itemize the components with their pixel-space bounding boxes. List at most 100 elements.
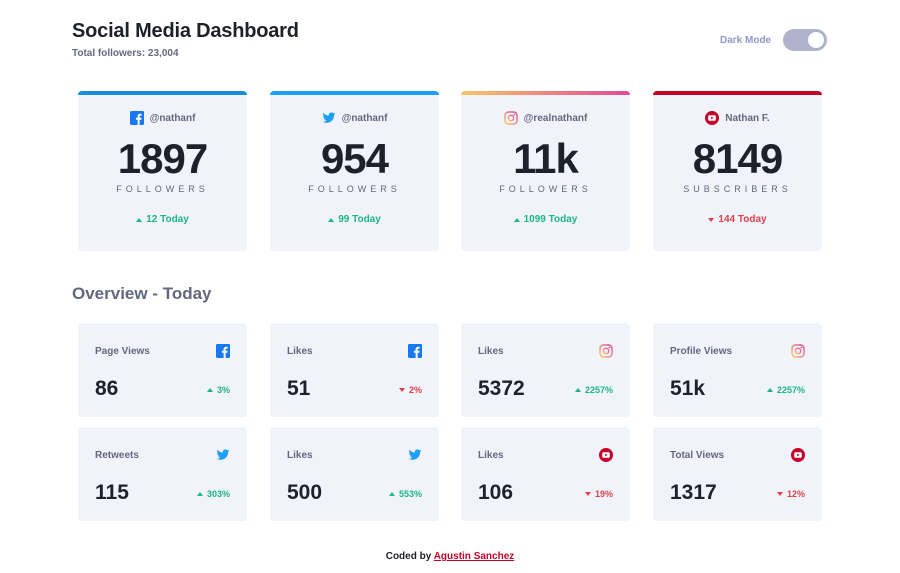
card-handle: @nathanf — [78, 111, 247, 125]
metric-label: Total Views — [670, 450, 725, 461]
arrow-up-icon — [206, 388, 213, 392]
metric-label: Likes — [478, 346, 504, 357]
overview-card-instagram-profile-views[interactable]: Profile Views 51k 2257% — [653, 323, 822, 417]
arrow-down-icon — [584, 492, 591, 496]
metric-change: 553% — [388, 489, 422, 499]
arrow-down-icon — [708, 217, 715, 222]
author-link[interactable]: Agustin Sanchez — [433, 551, 515, 562]
metric-value: 500 — [287, 481, 323, 504]
arrow-up-icon — [513, 217, 520, 222]
daily-change-text: 1099 Today — [523, 214, 578, 225]
page-title: Social Media Dashboard — [72, 20, 299, 42]
card-accent-bar — [270, 91, 439, 95]
dark-mode-control: Dark Mode — [720, 29, 828, 51]
metric-label: Retweets — [95, 450, 139, 461]
card-youtube[interactable]: Nathan F. 8149 Subscribers 144 Today — [653, 91, 822, 251]
metric-label: Page Views — [95, 346, 150, 357]
daily-change-text: 144 Today — [718, 214, 767, 225]
metric-change: 19% — [584, 489, 613, 499]
overview-card-facebook-likes[interactable]: Likes 51 2% — [270, 323, 439, 417]
twitter-icon — [216, 449, 230, 460]
card-handle: @realnathanf — [461, 111, 630, 125]
card-facebook[interactable]: @nathanf 1897 Followers 12 Today — [78, 91, 247, 251]
metric-value: 5372 — [478, 377, 525, 400]
card-handle: Nathan F. — [653, 111, 822, 125]
twitter-icon — [408, 449, 422, 460]
arrow-up-icon — [196, 492, 203, 496]
handle-text: @nathanf — [149, 112, 196, 124]
card-twitter[interactable]: @nathanf 954 Followers 99 Today — [270, 91, 439, 251]
daily-change: 12 Today — [78, 214, 247, 225]
follower-count: 11k — [513, 135, 579, 182]
metric-change: 3% — [206, 385, 230, 395]
daily-change: 144 Today — [653, 214, 822, 225]
handle-text: @nathanf — [341, 112, 388, 124]
metric-label: Likes — [287, 346, 313, 357]
youtube-icon — [791, 448, 805, 462]
metric-change-text: 2257% — [584, 385, 613, 395]
follower-count: 1897 — [117, 135, 208, 182]
metric-change: 303% — [196, 489, 230, 499]
metric-value: 51 — [287, 377, 311, 400]
youtube-icon — [599, 448, 613, 462]
follower-label: Followers — [499, 184, 592, 194]
metric-change-text: 303% — [206, 489, 230, 499]
twitter-icon — [322, 112, 335, 123]
metric-change-text: 19% — [594, 489, 613, 499]
metric-change: 2257% — [574, 385, 613, 395]
metric-change-text: 12% — [786, 489, 805, 499]
daily-change: 99 Today — [270, 214, 439, 225]
metric-change: 2% — [398, 385, 422, 395]
total-followers: Total followers: 23,004 — [72, 48, 179, 59]
card-accent-bar — [78, 91, 247, 95]
subscriber-count: 8149 — [692, 135, 783, 182]
daily-change: 1099 Today — [461, 214, 630, 225]
instagram-icon — [599, 344, 613, 358]
follower-count: 954 — [320, 135, 389, 182]
arrow-down-icon — [398, 388, 405, 392]
subscriber-label: Subscribers — [683, 184, 792, 194]
metric-change-text: 3% — [216, 385, 230, 395]
arrow-up-icon — [766, 388, 773, 392]
card-accent-bar — [461, 91, 630, 95]
instagram-icon — [791, 344, 805, 358]
overview-card-youtube-likes[interactable]: Likes 106 19% — [461, 427, 630, 521]
card-instagram[interactable]: @realnathanf 11k Followers 1099 Today — [461, 91, 630, 251]
dark-mode-label: Dark Mode — [720, 34, 772, 46]
arrow-down-icon — [776, 492, 783, 496]
footer: Coded by Agustin Sanchez — [0, 551, 900, 562]
metric-value: 106 — [478, 481, 514, 504]
metric-change-text: 553% — [398, 489, 422, 499]
daily-change-text: 12 Today — [146, 214, 189, 225]
handle-text: @realnathanf — [523, 112, 588, 124]
arrow-up-icon — [136, 217, 143, 222]
overview-title: Overview - Today — [72, 284, 212, 303]
instagram-icon — [503, 111, 518, 125]
metric-change: 2257% — [766, 385, 805, 395]
metric-change-text: 2257% — [776, 385, 805, 395]
overview-card-facebook-page-views[interactable]: Page Views 86 3% — [78, 323, 247, 417]
metric-value: 51k — [670, 377, 706, 400]
handle-text: Nathan F. — [725, 112, 770, 124]
overview-card-youtube-total-views[interactable]: Total Views 1317 12% — [653, 427, 822, 521]
dark-mode-toggle[interactable] — [783, 29, 828, 51]
overview-card-twitter-retweets[interactable]: Retweets 115 303% — [78, 427, 247, 521]
arrow-up-icon — [388, 492, 395, 496]
footer-prefix: Coded by — [385, 551, 432, 562]
metric-label: Likes — [287, 450, 313, 461]
metric-change: 12% — [776, 489, 805, 499]
overview-card-instagram-likes[interactable]: Likes 5372 2257% — [461, 323, 630, 417]
follower-label: Followers — [116, 184, 209, 194]
card-accent-bar — [653, 91, 822, 95]
metric-value: 86 — [95, 377, 119, 400]
metric-label: Profile Views — [670, 346, 733, 357]
card-handle: @nathanf — [270, 111, 439, 125]
toggle-knob — [808, 32, 825, 48]
metric-value: 1317 — [670, 481, 717, 504]
facebook-icon — [216, 344, 230, 358]
facebook-icon — [129, 111, 144, 125]
arrow-up-icon — [328, 217, 335, 222]
overview-card-twitter-likes[interactable]: Likes 500 553% — [270, 427, 439, 521]
metric-label: Likes — [478, 450, 504, 461]
metric-change-text: 2% — [408, 385, 422, 395]
